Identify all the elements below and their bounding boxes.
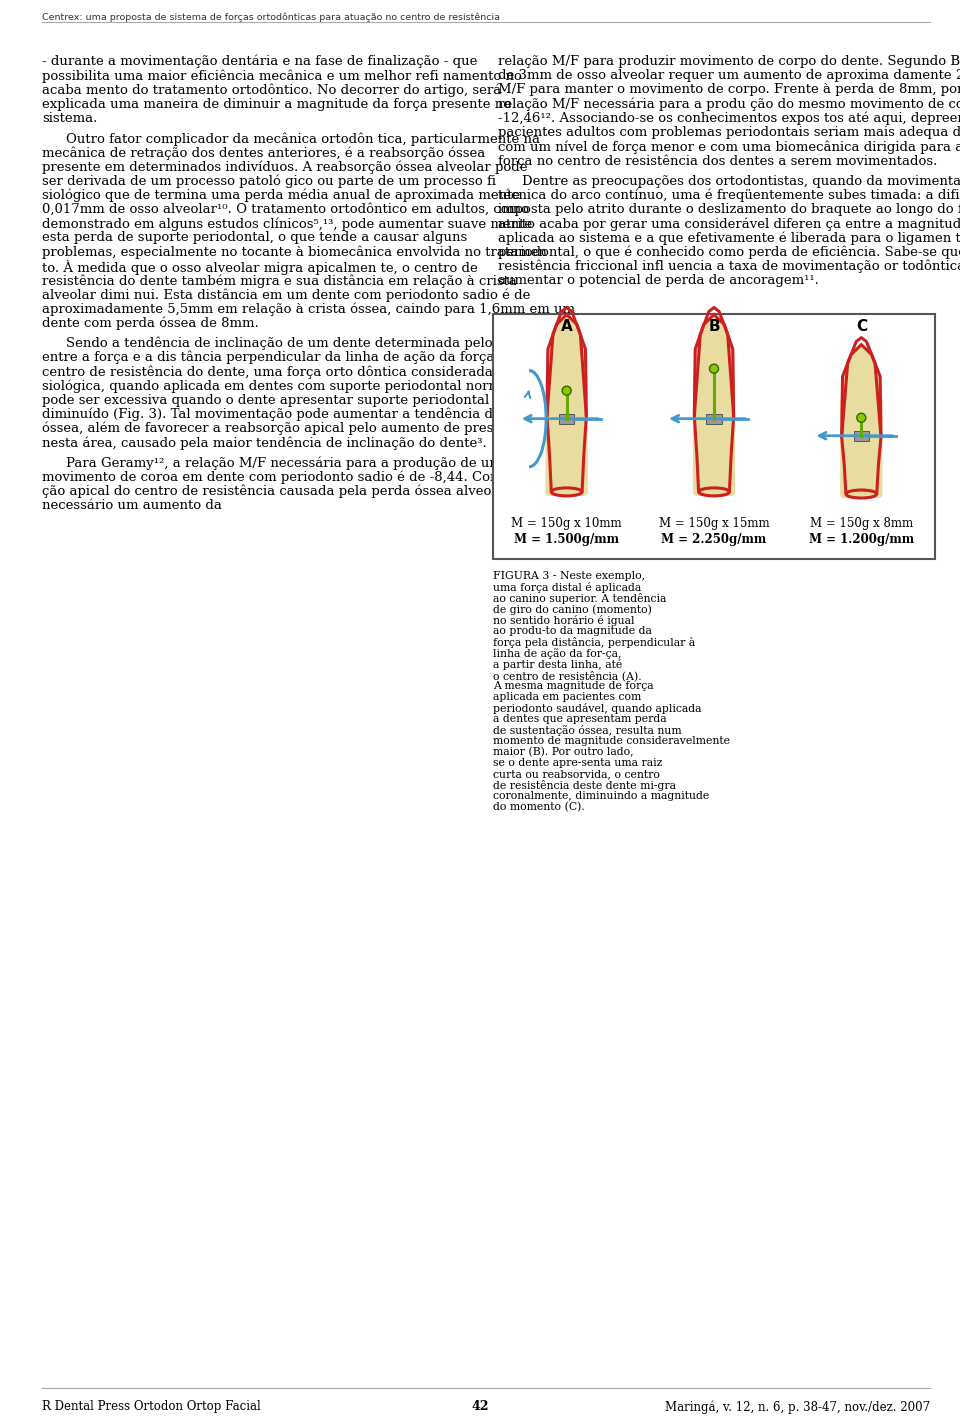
Text: explicada uma maneira de diminuir a magnitude da força presente no: explicada uma maneira de diminuir a magn… xyxy=(42,98,511,110)
Text: alveolar dimi nui. Esta distância em um dente com periodonto sadio é de: alveolar dimi nui. Esta distância em um … xyxy=(42,289,530,302)
Bar xyxy=(493,314,935,559)
Text: nesta área, causado pela maior tendência de inclinação do dente³.: nesta área, causado pela maior tendência… xyxy=(42,436,487,450)
Text: resistência friccional infl uencia a taxa de movimentação or todôntica, além de: resistência friccional infl uencia a tax… xyxy=(498,259,960,273)
Text: Maringá, v. 12, n. 6, p. 38-47, nov./dez. 2007: Maringá, v. 12, n. 6, p. 38-47, nov./dez… xyxy=(665,1400,930,1413)
Text: atrito acaba por gerar uma considerável diferen ça entre a magnitude da força: atrito acaba por gerar uma considerável … xyxy=(498,217,960,231)
Text: a dentes que apresentam perda: a dentes que apresentam perda xyxy=(493,714,666,724)
Text: técnica do arco contínuo, uma é freqüentemente subes timada: a difi culdade: técnica do arco contínuo, uma é freqüent… xyxy=(498,188,960,202)
Text: siológica, quando aplicada em dentes com suporte periodontal normal,: siológica, quando aplicada em dentes com… xyxy=(42,379,517,392)
Text: no sentido horário é igual: no sentido horário é igual xyxy=(493,615,635,626)
Text: problemas, especialmente no tocante à biomecânica envolvida no tratamen: problemas, especialmente no tocante à bi… xyxy=(42,245,547,259)
Bar xyxy=(853,430,869,440)
Text: uma força distal é aplicada: uma força distal é aplicada xyxy=(493,582,641,593)
Text: de 3mm de osso alveolar requer um aumento de aproxima damente 20% nesta relação: de 3mm de osso alveolar requer um aument… xyxy=(498,69,960,82)
Text: pode ser excessiva quando o dente apresentar suporte periodontal: pode ser excessiva quando o dente aprese… xyxy=(42,394,490,406)
Text: 0,017mm de osso alveolar¹⁰. O tratamento ortodôntico em adultos, como: 0,017mm de osso alveolar¹⁰. O tratamento… xyxy=(42,202,529,217)
Text: aproximadamente 5,5mm em relação à crista óssea, caindo para 1,6mm em um: aproximadamente 5,5mm em relação à crist… xyxy=(42,303,575,316)
Text: M = 150g x 15mm: M = 150g x 15mm xyxy=(659,517,769,530)
Text: to. À medida que o osso alveolar migra apicalmen te, o centro de: to. À medida que o osso alveolar migra a… xyxy=(42,259,478,275)
Text: possibilita uma maior eficiência mecânica e um melhor refi namento no: possibilita uma maior eficiência mecânic… xyxy=(42,69,522,82)
Text: força no centro de resistência dos dentes a serem movimentados.: força no centro de resistência dos dente… xyxy=(498,154,937,169)
FancyBboxPatch shape xyxy=(693,374,735,496)
Text: aplicada ao sistema e a que efetivamente é liberada para o ligamen to: aplicada ao sistema e a que efetivamente… xyxy=(498,231,960,245)
Text: Para Geramy¹², a relação M/F necessária para a produção de um: Para Geramy¹², a relação M/F necessária … xyxy=(66,456,502,470)
Ellipse shape xyxy=(699,489,730,496)
Text: do momento (C).: do momento (C). xyxy=(493,803,585,813)
Ellipse shape xyxy=(551,489,582,496)
FancyBboxPatch shape xyxy=(840,398,882,498)
Bar xyxy=(559,413,574,423)
Ellipse shape xyxy=(846,490,876,498)
Text: a partir desta linha, até: a partir desta linha, até xyxy=(493,660,622,670)
Text: movimento de coroa em dente com periodonto sadio é de -8,44. Com a migra: movimento de coroa em dente com periodon… xyxy=(42,470,559,484)
Text: de giro do canino (momento): de giro do canino (momento) xyxy=(493,605,652,615)
Text: siológico que de termina uma perda média anual de aproximada mente: siológico que de termina uma perda média… xyxy=(42,188,520,202)
Text: M = 150g x 8mm: M = 150g x 8mm xyxy=(810,517,913,530)
Text: - durante a movimentação dentária e na fase de finalização - que: - durante a movimentação dentária e na f… xyxy=(42,55,477,68)
Text: resistência do dente também migra e sua distância em relação à crista: resistência do dente também migra e sua … xyxy=(42,275,516,287)
Text: M = 1.500g/mm: M = 1.500g/mm xyxy=(515,534,619,547)
Text: imposta pelo atrito durante o deslizamento do braquete ao longo do fio. Tal: imposta pelo atrito durante o deslizamen… xyxy=(498,202,960,217)
Text: se o dente apre-senta uma raiz: se o dente apre-senta uma raiz xyxy=(493,758,662,769)
Text: M = 1.200g/mm: M = 1.200g/mm xyxy=(808,534,914,547)
Text: relação M/F necessária para a produ ção do mesmo movimento de corpo aumenta para: relação M/F necessária para a produ ção … xyxy=(498,98,960,110)
Text: necessário um aumento da: necessário um aumento da xyxy=(42,498,222,513)
Text: ao produ-to da magnitude da: ao produ-to da magnitude da xyxy=(493,626,652,636)
Text: linha de ação da for-ça,: linha de ação da for-ça, xyxy=(493,649,621,658)
Text: entre a força e a dis tância perpendicular da linha de ação da força ao: entre a força e a dis tância perpendicul… xyxy=(42,351,515,364)
Text: M/F para manter o movimento de corpo. Frente à perda de 8mm, por exemplo, a: M/F para manter o movimento de corpo. Fr… xyxy=(498,84,960,96)
Text: C: C xyxy=(855,319,867,334)
Text: óssea, além de favorecer a reabsorção apical pelo aumento de pressão: óssea, além de favorecer a reabsorção ap… xyxy=(42,422,516,436)
PathPatch shape xyxy=(547,314,587,491)
Text: com um nível de força menor e com uma biomecânica dirigida para aplicação de: com um nível de força menor e com uma bi… xyxy=(498,140,960,154)
Text: ser derivada de um processo patoló gico ou parte de um processo fi: ser derivada de um processo patoló gico … xyxy=(42,174,496,188)
Text: força pela distância, perpendicular à: força pela distância, perpendicular à xyxy=(493,637,695,649)
FancyBboxPatch shape xyxy=(545,374,588,496)
PathPatch shape xyxy=(694,314,733,491)
Text: R Dental Press Ortodon Ortop Facial: R Dental Press Ortodon Ortop Facial xyxy=(42,1400,261,1413)
Text: aumentar o potencial de perda de ancoragem¹¹.: aumentar o potencial de perda de ancorag… xyxy=(498,275,819,287)
Text: ao canino superior. A tendência: ao canino superior. A tendência xyxy=(493,593,666,605)
Text: pacientes adultos com problemas periodontais seriam mais adequa damente tratados: pacientes adultos com problemas periodon… xyxy=(498,126,960,139)
Text: -12,46¹². Associando-se os conhecimentos expos tos até aqui, depreende-se que: -12,46¹². Associando-se os conhecimentos… xyxy=(498,112,960,125)
Text: maior (B). Por outro lado,: maior (B). Por outro lado, xyxy=(493,748,634,758)
Text: Sendo a tendência de inclinação de um dente determinada pelo produto: Sendo a tendência de inclinação de um de… xyxy=(66,337,550,350)
Text: coronalmente, diminuindo a magnitude: coronalmente, diminuindo a magnitude xyxy=(493,792,709,801)
PathPatch shape xyxy=(842,344,881,494)
Text: ção apical do centro de resistência causada pela perda óssea alveolar, é: ção apical do centro de resistência caus… xyxy=(42,484,524,498)
Text: sistema.: sistema. xyxy=(42,112,97,125)
Text: diminuído (Fig. 3). Tal movimentação pode aumentar a tendência de perda: diminuído (Fig. 3). Tal movimentação pod… xyxy=(42,408,544,422)
Text: B: B xyxy=(708,319,720,334)
Text: mecânica de retração dos dentes anteriores, é a reabsorção óssea: mecânica de retração dos dentes anterior… xyxy=(42,146,485,160)
Text: periodonto saudável, quando aplicada: periodonto saudável, quando aplicada xyxy=(493,704,702,714)
Text: momento de magnitude consideravelmente: momento de magnitude consideravelmente xyxy=(493,736,730,746)
Text: demonstrado em alguns estudos clínicos⁵,¹³, pode aumentar suave mente: demonstrado em alguns estudos clínicos⁵,… xyxy=(42,217,532,231)
Text: de resistência deste dente mi-gra: de resistência deste dente mi-gra xyxy=(493,780,676,792)
Text: centro de resistência do dente, uma força orto dôntica considerada fi: centro de resistência do dente, uma forç… xyxy=(42,365,506,378)
Text: Dentre as preocupações dos ortodontistas, quando da movimentação de dentes na: Dentre as preocupações dos ortodontistas… xyxy=(522,174,960,187)
Circle shape xyxy=(709,364,718,374)
Text: Centrex: uma proposta de sistema de forças ortodônticas para atuação no centro d: Centrex: uma proposta de sistema de forç… xyxy=(42,11,500,21)
Text: Outro fator complicador da mecânica ortodôn tica, particularmente na: Outro fator complicador da mecânica orto… xyxy=(66,132,540,146)
Circle shape xyxy=(563,387,571,395)
Text: M = 2.250g/mm: M = 2.250g/mm xyxy=(661,534,767,547)
Text: 42: 42 xyxy=(471,1400,489,1413)
Text: acaba mento do tratamento ortodôntico. No decorrer do artigo, será: acaba mento do tratamento ortodôntico. N… xyxy=(42,84,501,96)
Text: relação M/F para produzir movimento de corpo do dente. Segundo Bantleon¹, a perd: relação M/F para produzir movimento de c… xyxy=(498,55,960,68)
Text: periodontal, o que é conhecido como perda de eficiência. Sabe-se que a chamada: periodontal, o que é conhecido como perd… xyxy=(498,245,960,259)
Text: M = 150g x 10mm: M = 150g x 10mm xyxy=(512,517,622,530)
Bar xyxy=(707,413,722,423)
Text: o centro de resistência (A).: o centro de resistência (A). xyxy=(493,670,641,681)
Text: FIGURA 3 - Neste exemplo,: FIGURA 3 - Neste exemplo, xyxy=(493,571,645,581)
Text: A: A xyxy=(561,319,572,334)
Text: presente em determinados indivíduos. A reabsorção óssea alveolar pode: presente em determinados indivíduos. A r… xyxy=(42,160,527,174)
Text: esta perda de suporte periodontal, o que tende a causar alguns: esta perda de suporte periodontal, o que… xyxy=(42,231,468,245)
Text: A mesma magnitude de força: A mesma magnitude de força xyxy=(493,681,654,691)
Text: de sustentação óssea, resulta num: de sustentação óssea, resulta num xyxy=(493,725,682,736)
Text: curta ou reabsorvida, o centro: curta ou reabsorvida, o centro xyxy=(493,769,660,779)
Text: aplicada em pacientes com: aplicada em pacientes com xyxy=(493,692,641,702)
Circle shape xyxy=(857,413,866,422)
Text: dente com perda óssea de 8mm.: dente com perda óssea de 8mm. xyxy=(42,317,259,330)
